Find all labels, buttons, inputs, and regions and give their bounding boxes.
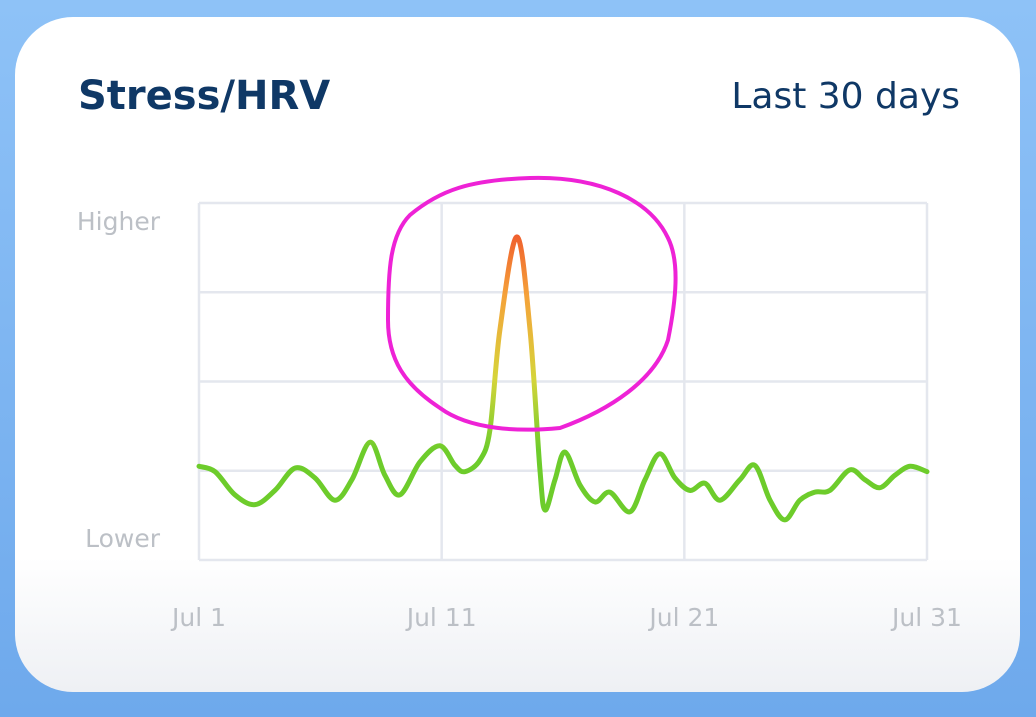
y-tick-label: Higher: [77, 207, 161, 236]
chart-title: Stress/HRV: [78, 73, 330, 119]
x-tick-label: Jul 31: [890, 603, 962, 632]
x-tick-label: Jul 1: [170, 603, 226, 632]
card: [15, 17, 1020, 692]
x-tick-label: Jul 11: [405, 603, 477, 632]
chart-subtitle: Last 30 days: [731, 76, 960, 117]
stress-line: [196, 234, 930, 523]
x-tick-label: Jul 21: [647, 603, 719, 632]
annotation-circle: [385, 175, 678, 432]
y-tick-label: Lower: [85, 524, 161, 553]
